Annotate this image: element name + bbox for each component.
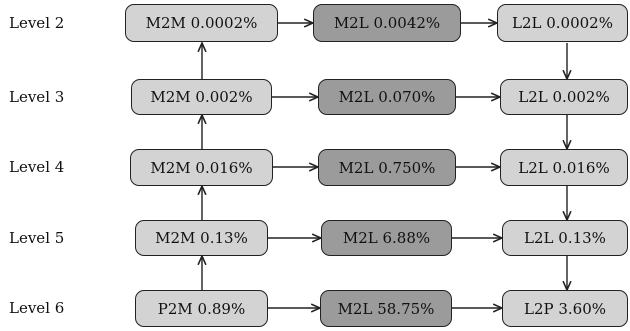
node-level4-m2m: M2M 0.016% bbox=[130, 149, 273, 186]
node-level3-m2m: M2M 0.002% bbox=[131, 79, 272, 115]
node-level4-m2l: M2L 0.750% bbox=[318, 149, 456, 186]
node-level6-m2l: M2L 58.75% bbox=[320, 290, 452, 327]
node-level2-l2l: L2L 0.0002% bbox=[497, 4, 628, 42]
level-label-4: Level 4 bbox=[9, 158, 65, 176]
node-level6-l2p: L2P 3.60% bbox=[502, 290, 628, 327]
level-label-3: Level 3 bbox=[9, 88, 65, 106]
node-level2-m2m: M2M 0.0002% bbox=[125, 4, 278, 42]
node-level3-l2l: L2L 0.002% bbox=[500, 79, 628, 115]
node-level5-l2l: L2L 0.13% bbox=[502, 220, 628, 256]
level-label-5: Level 5 bbox=[9, 229, 65, 247]
level-label-2: Level 2 bbox=[9, 14, 65, 32]
node-level6-p2m: P2M 0.89% bbox=[135, 290, 268, 327]
node-level5-m2l: M2L 6.88% bbox=[321, 220, 452, 256]
node-level2-m2l: M2L 0.0042% bbox=[313, 4, 461, 42]
node-level4-l2l: L2L 0.016% bbox=[500, 149, 628, 186]
level-label-6: Level 6 bbox=[9, 299, 65, 317]
node-level3-m2l: M2L 0.070% bbox=[318, 79, 456, 115]
node-level5-m2m: M2M 0.13% bbox=[135, 220, 268, 256]
